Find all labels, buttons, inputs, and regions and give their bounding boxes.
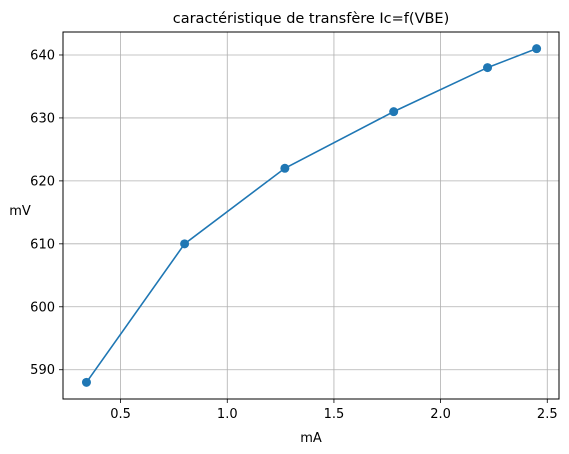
x-tick-label: 1.5 <box>324 407 345 422</box>
axis-ticks: 0.5 1.0 1.5 2.0 2.5 590 600 610 620 630 640 <box>30 48 557 422</box>
plot-marks <box>81 44 542 387</box>
data-point <box>180 239 190 249</box>
y-tick-label: 600 <box>30 300 55 315</box>
data-point <box>532 44 542 54</box>
y-tick-label: 630 <box>30 111 55 126</box>
x-tick-label: 2.0 <box>430 407 451 422</box>
x-axis-label: mA <box>300 431 322 446</box>
y-tick-label: 640 <box>30 48 55 63</box>
series-line <box>85 47 537 383</box>
y-tick-label: 610 <box>30 237 55 252</box>
chart-title: caractéristique de transfère Ic=f(VBE) <box>173 11 450 27</box>
grid <box>63 32 559 399</box>
y-tick-label: 590 <box>30 363 55 378</box>
x-tick-label: 0.5 <box>110 407 131 422</box>
y-tick-label: 620 <box>30 174 55 189</box>
data-point <box>280 163 290 173</box>
data-point <box>389 107 399 117</box>
data-point <box>483 63 493 73</box>
data-point <box>81 377 91 387</box>
plot-frame <box>62 31 560 400</box>
x-tick-label: 1.0 <box>217 407 238 422</box>
y-axis-label: mV <box>9 204 31 219</box>
x-tick-label: 2.5 <box>537 407 558 422</box>
